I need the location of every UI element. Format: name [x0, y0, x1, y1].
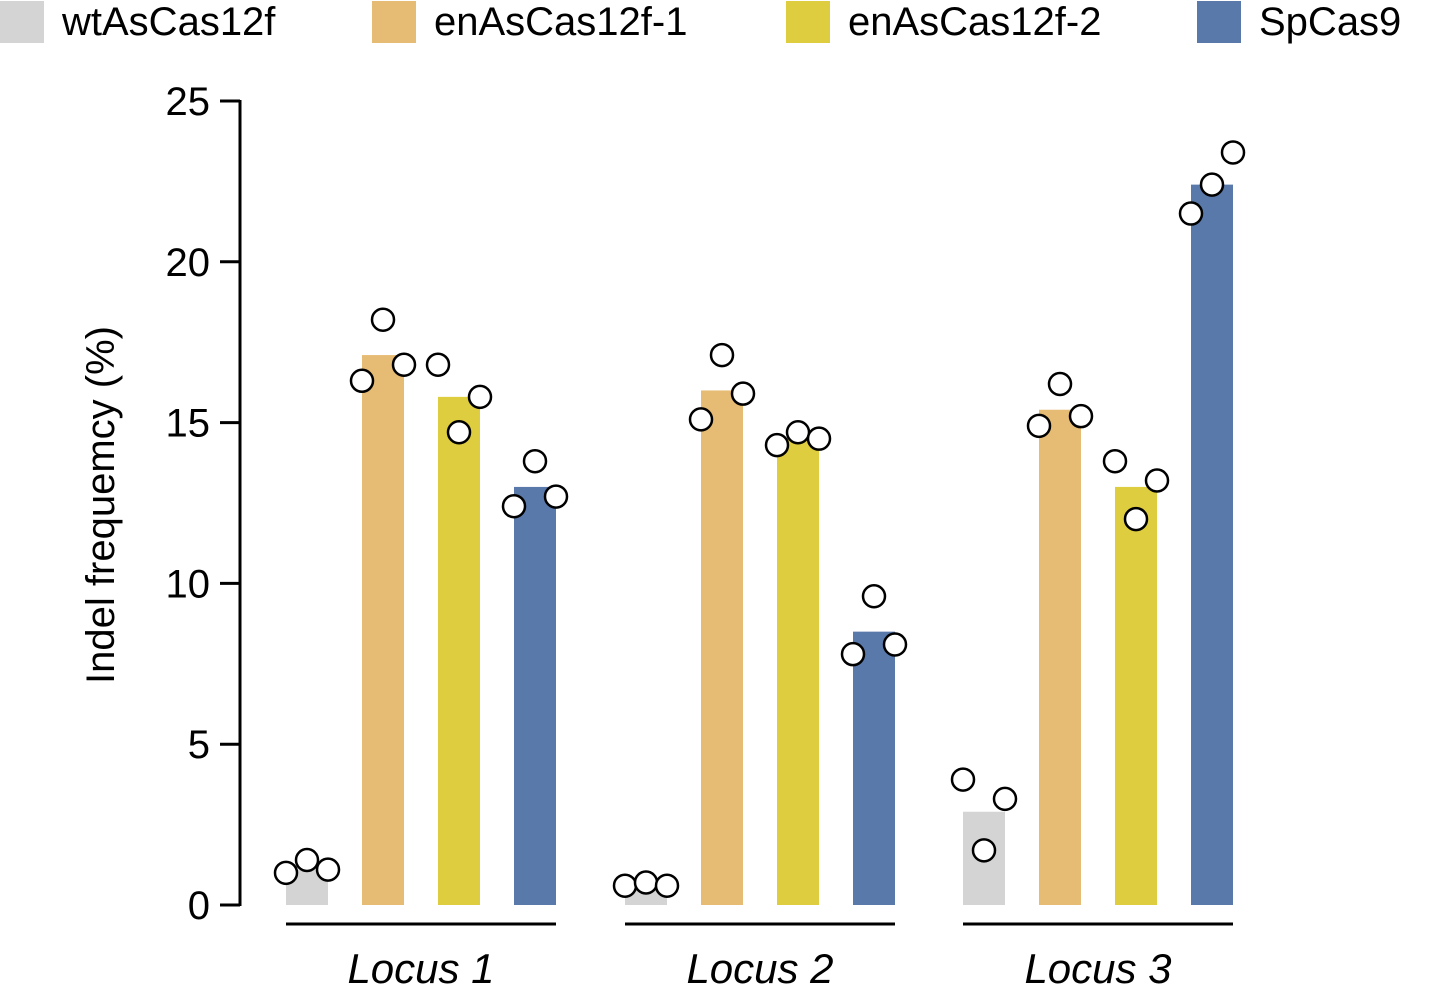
- x-axis-groups: Locus 1 Locus 2 Locus 3: [286, 922, 1233, 984]
- y-tick-label: 15: [166, 402, 211, 446]
- data-point: [730, 381, 756, 406]
- data-point: [612, 873, 638, 898]
- data-point: [1178, 201, 1204, 226]
- x-category-label: Locus 3: [1024, 945, 1171, 984]
- bar: [514, 486, 556, 905]
- data-point: [467, 384, 493, 410]
- data-point: [840, 641, 866, 667]
- data-point: [806, 426, 832, 451]
- data-point: [654, 873, 680, 898]
- data-point: [425, 352, 451, 377]
- bar: [701, 390, 743, 905]
- y-axis: 0 5 10 15 20 25: [166, 80, 242, 928]
- data-point: [1026, 413, 1052, 439]
- data-point: [1199, 172, 1225, 197]
- y-tick-label: 5: [188, 723, 210, 767]
- y-tick-label: 20: [166, 241, 211, 285]
- legend-label: enAsCas12f-2: [848, 0, 1102, 44]
- legend-swatch: [372, 1, 416, 43]
- legend-item-SpCas9: SpCas9: [1197, 0, 1401, 44]
- data-point: [688, 407, 714, 432]
- data-point: [633, 870, 659, 895]
- data-point: [446, 419, 472, 445]
- y-tick-label: 10: [166, 562, 211, 606]
- bar: [853, 631, 895, 905]
- data-point: [785, 419, 811, 445]
- y-axis-label: Indel frequemcy (%): [79, 326, 123, 684]
- y-tick-label: 25: [166, 80, 211, 124]
- data-point: [349, 368, 375, 394]
- data-point: [1068, 403, 1094, 429]
- legend-item-wtAsCas12f: wtAsCas12f: [0, 0, 275, 44]
- data-point: [1220, 140, 1246, 165]
- data-point: [992, 786, 1018, 812]
- data-point: [273, 860, 299, 886]
- data-point: [501, 493, 527, 519]
- bar: [438, 396, 480, 905]
- data-point: [971, 838, 997, 863]
- data-point: [543, 484, 569, 509]
- bar: [1115, 486, 1157, 905]
- data-point: [861, 584, 887, 609]
- data-point: [391, 352, 417, 377]
- legend-swatch: [1197, 1, 1241, 43]
- legend-label: enAsCas12f-1: [434, 0, 688, 44]
- y-tick-label: 0: [188, 884, 210, 928]
- data-point: [294, 847, 320, 873]
- data-point: [950, 767, 976, 792]
- x-category-label: Locus 2: [686, 945, 833, 984]
- bar: [362, 355, 404, 906]
- data-point: [1047, 371, 1073, 397]
- data-point: [1144, 468, 1170, 493]
- data-point: [764, 432, 790, 458]
- x-category-label: Locus 1: [347, 945, 494, 984]
- bars-layer: [286, 184, 1233, 906]
- legend-item-enAsCas12f-1: enAsCas12f-1: [372, 0, 687, 44]
- data-point: [1123, 506, 1149, 532]
- data-point: [522, 448, 548, 474]
- points-layer: [273, 140, 1246, 898]
- legend-label: SpCas9: [1259, 0, 1402, 44]
- data-point: [370, 307, 396, 332]
- legend-swatch: [786, 1, 830, 43]
- data-point: [882, 632, 908, 657]
- legend: wtAsCas12f enAsCas12f-1 enAsCas12f-2 SpC…: [0, 0, 1440, 50]
- bar: [1191, 184, 1233, 906]
- legend-item-enAsCas12f-2: enAsCas12f-2: [786, 0, 1101, 44]
- legend-swatch: [0, 1, 44, 43]
- bar: [777, 438, 819, 905]
- bar: [1039, 409, 1081, 905]
- data-point: [1102, 448, 1128, 474]
- data-point: [709, 342, 735, 368]
- data-point: [315, 857, 341, 882]
- legend-label: wtAsCas12f: [62, 0, 276, 44]
